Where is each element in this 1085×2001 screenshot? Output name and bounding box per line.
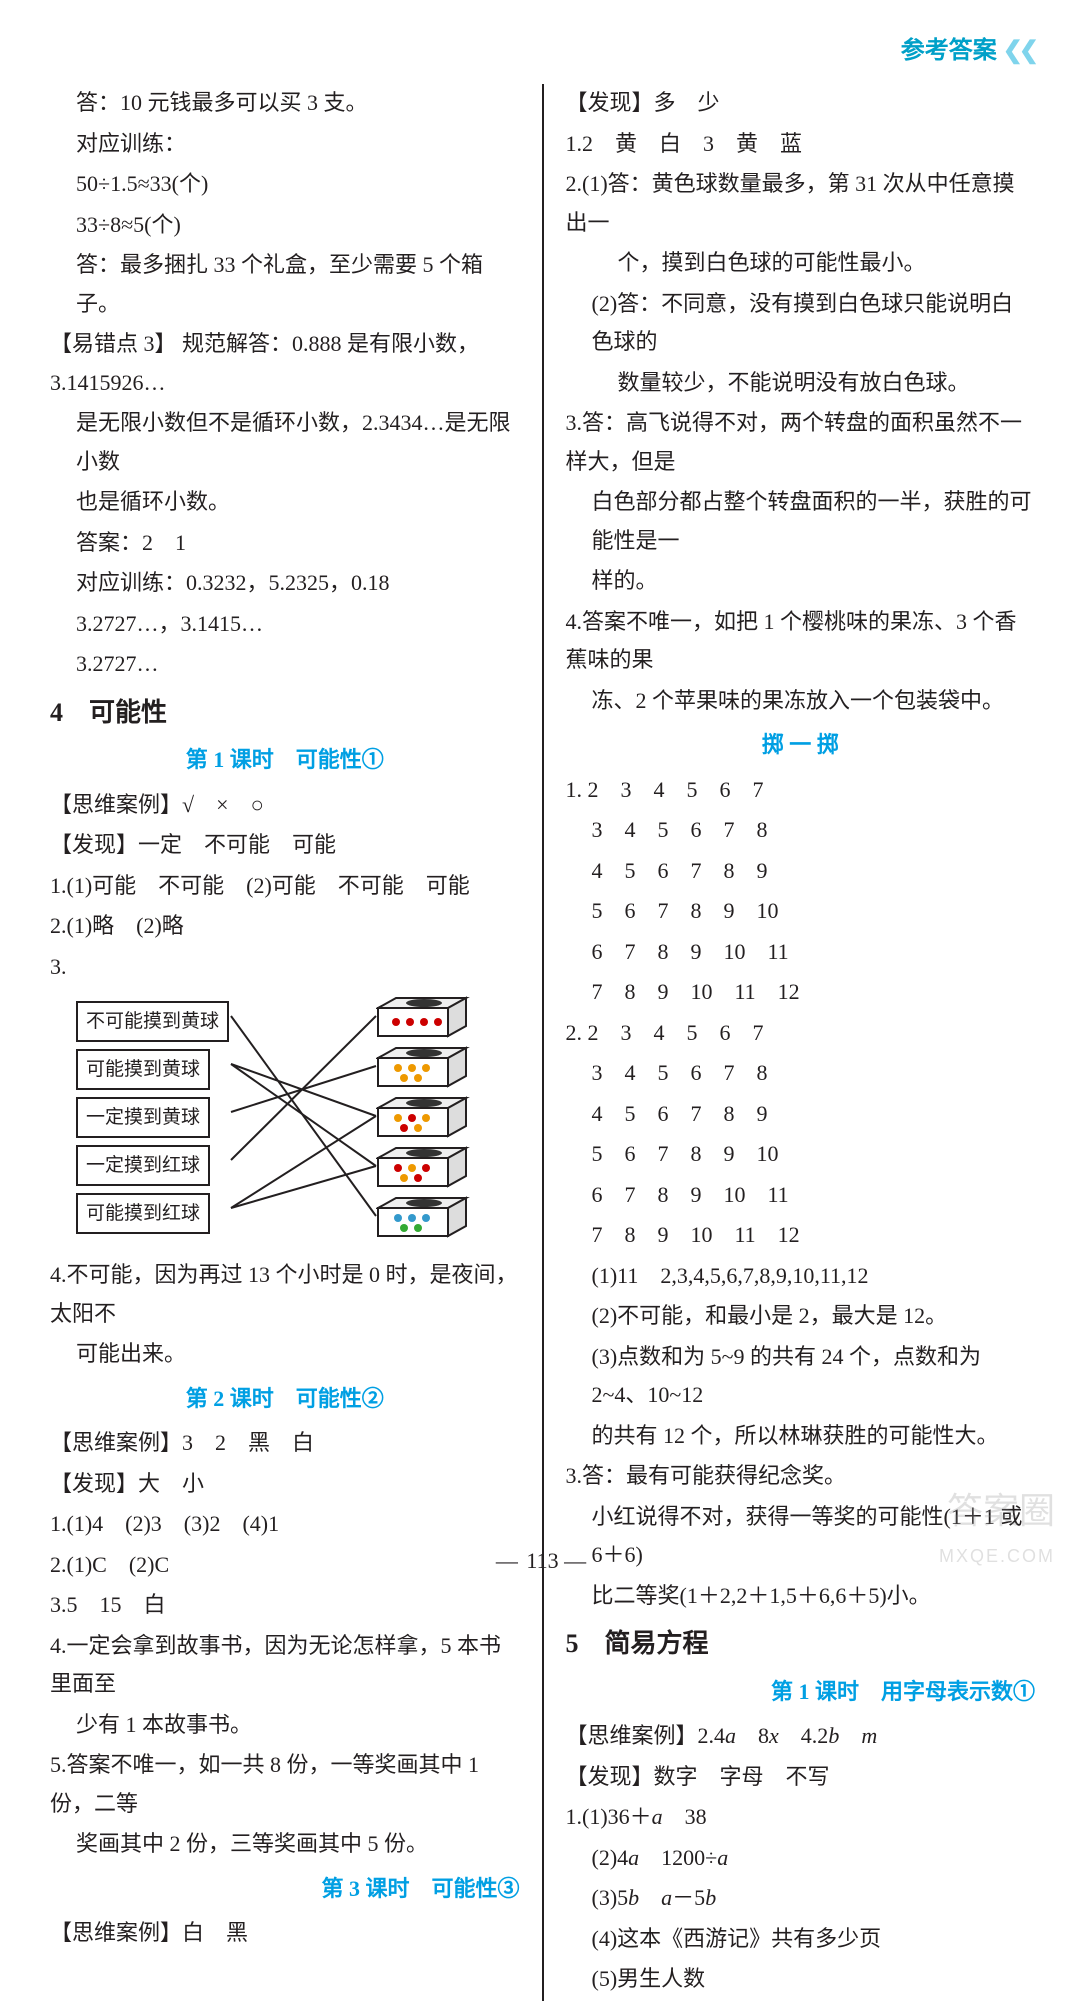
text-line: 答案：2 1 bbox=[50, 524, 520, 563]
text-line: (5)男生人数 bbox=[566, 1960, 1036, 1999]
lesson-title: 第 2 课时 可能性② bbox=[50, 1380, 520, 1419]
page-number: — 113 — bbox=[0, 1542, 1085, 1581]
diagram-label: 可能摸到红球 bbox=[76, 1193, 210, 1234]
table-row: 2. 2 3 4 5 6 7 bbox=[566, 1014, 1036, 1053]
diagram-label: 可能摸到黄球 bbox=[76, 1049, 210, 1090]
text-line: 也是循环小数。 bbox=[50, 483, 520, 522]
text-line: 【思维案例】白 黑 bbox=[50, 1914, 520, 1953]
text-line: 1.(1)4 (2)3 (3)2 (4)1 bbox=[50, 1505, 520, 1544]
text-line: 3.答：高飞说得不对，两个转盘的面积虽然不一样大，但是 bbox=[566, 404, 1036, 481]
text-line: 3. bbox=[50, 948, 520, 987]
text-line: 4.不可能，因为再过 13 个小时是 0 时，是夜间，太阳不 bbox=[50, 1256, 520, 1333]
text-line: (2)4a 1200÷a bbox=[566, 1839, 1036, 1878]
table-row: 5 6 7 8 9 10 bbox=[566, 892, 1036, 931]
text-line: 答：最多捆扎 33 个礼盒，至少需要 5 个箱子。 bbox=[50, 246, 520, 323]
table-row: 1. 2 3 4 5 6 7 bbox=[566, 771, 1036, 810]
table-row: 5 6 7 8 9 10 bbox=[566, 1135, 1036, 1174]
table-row: 4 5 6 7 8 9 bbox=[566, 1095, 1036, 1134]
text-line: 是无限小数但不是循环小数，2.3434…是无限小数 bbox=[50, 404, 520, 481]
table-row: 7 8 9 10 11 12 bbox=[566, 1216, 1036, 1255]
text-line: 【发现】一定 不可能 可能 bbox=[50, 826, 520, 865]
text-line: 5.答案不唯一，如一共 8 份，一等奖画其中 1 份，二等 bbox=[50, 1746, 520, 1823]
text-line: 冻、2 个苹果味的果冻放入一个包装袋中。 bbox=[566, 682, 1036, 721]
box-icon bbox=[376, 1196, 471, 1238]
right-column: 【发现】多 少 1.2 黄 白 3 黄 蓝 2.(1)答：黄色球数量最多，第 3… bbox=[544, 84, 1036, 2001]
text-line: 的共有 12 个，所以林琳获胜的可能性大。 bbox=[566, 1417, 1036, 1456]
text-line: 少有 1 本故事书。 bbox=[50, 1706, 520, 1745]
text-line: 50÷1.5≈33(个) bbox=[50, 165, 520, 204]
error-point-label: 【易错点 3】 bbox=[50, 331, 177, 356]
text-line: 【思维案例】√ × ○ bbox=[50, 786, 520, 825]
diagram-label: 一定摸到黄球 bbox=[76, 1097, 210, 1138]
diagram-label: 一定摸到红球 bbox=[76, 1145, 210, 1186]
text-line: (2)不可能，和最小是 2，最大是 12。 bbox=[566, 1297, 1036, 1336]
text-line: 对应训练：0.3232，5.2325，0.18 bbox=[50, 564, 520, 603]
header-corner: 参考答案 ❮❮ bbox=[50, 30, 1035, 72]
text-line: 比二等奖(1＋2,2＋1,5＋6,6＋5)小。 bbox=[566, 1577, 1036, 1616]
text-line: 可能出来。 bbox=[50, 1335, 520, 1374]
text-line: 对应训练： bbox=[50, 125, 520, 164]
text-line: (3)点数和为 5~9 的共有 24 个，点数和为 2~4、10~12 bbox=[566, 1338, 1036, 1415]
text-line: 33÷8≈5(个) bbox=[50, 206, 520, 245]
box-icon bbox=[376, 996, 471, 1038]
text-line: 奖画其中 2 份，三等奖画其中 5 份。 bbox=[50, 1825, 520, 1864]
text-line: 3.5 15 白 bbox=[50, 1586, 520, 1625]
text-line: 4.一定会拿到故事书，因为无论怎样拿，5 本书里面至 bbox=[50, 1627, 520, 1704]
text-line: 【易错点 3】 规范解答：0.888 是有限小数，3.1415926… bbox=[50, 325, 520, 402]
text-line: (2)答：不同意，没有摸到白色球只能说明白色球的 bbox=[566, 285, 1036, 362]
box-icon bbox=[376, 1146, 471, 1188]
text-line: 1.2 黄 白 3 黄 蓝 bbox=[566, 125, 1036, 164]
box-icon bbox=[376, 1096, 471, 1138]
two-column-layout: 答：10 元钱最多可以买 3 支。 对应训练： 50÷1.5≈33(个) 33÷… bbox=[50, 84, 1035, 2001]
lesson-title: 第 1 课时 用字母表示数① bbox=[566, 1673, 1036, 1712]
text-line: 答：10 元钱最多可以买 3 支。 bbox=[50, 84, 520, 123]
header-arrow-icon: ❮❮ bbox=[1003, 38, 1035, 64]
text-line: 1.(1)可能 不可能 (2)可能 不可能 可能 bbox=[50, 867, 520, 906]
text-line: 4.答案不唯一，如把 1 个樱桃味的果冻、3 个香蕉味的果 bbox=[566, 603, 1036, 680]
text-line: 【发现】多 少 bbox=[566, 84, 1036, 123]
page-number-value: 113 bbox=[526, 1548, 558, 1573]
header-text: 参考答案 bbox=[901, 38, 997, 64]
text-line: (4)这本《西游记》共有多少页 bbox=[566, 1920, 1036, 1959]
text-line: 3.2727… bbox=[50, 645, 520, 684]
text-line: (1)11 2,3,4,5,6,7,8,9,10,11,12 bbox=[566, 1257, 1036, 1296]
text-line: 2.(1)略 (2)略 bbox=[50, 907, 520, 946]
table-row: 4 5 6 7 8 9 bbox=[566, 852, 1036, 891]
left-column: 答：10 元钱最多可以买 3 支。 对应训练： 50÷1.5≈33(个) 33÷… bbox=[50, 84, 542, 2001]
table-row: 3 4 5 6 7 8 bbox=[566, 1054, 1036, 1093]
text-line: 2.(1)答：黄色球数量最多，第 31 次从中任意摸出一 bbox=[566, 165, 1036, 242]
lesson-title: 第 3 课时 可能性③ bbox=[50, 1870, 520, 1909]
table-row: 7 8 9 10 11 12 bbox=[566, 973, 1036, 1012]
text-line: 样的。 bbox=[566, 562, 1036, 601]
text-line: 3.2727…，3.1415… bbox=[50, 605, 520, 644]
watermark: 答案圈MXQE.COM bbox=[939, 1491, 1055, 1570]
table-row: 6 7 8 9 10 11 bbox=[566, 933, 1036, 972]
lesson-title: 第 1 课时 可能性① bbox=[50, 741, 520, 780]
text-line: 1.(1)36＋a 38 bbox=[566, 1798, 1036, 1837]
text-line: 数量较少，不能说明没有放白色球。 bbox=[566, 364, 1036, 403]
unit-title: 5 简易方程 bbox=[566, 1621, 1036, 1667]
text-line: 【发现】数字 字母 不写 bbox=[566, 1758, 1036, 1797]
matching-diagram: 不可能摸到黄球 可能摸到黄球 一定摸到黄球 一定摸到红球 可能摸到红球 bbox=[76, 996, 496, 1246]
table-row: 6 7 8 9 10 11 bbox=[566, 1176, 1036, 1215]
text-line: 【思维案例】2.4a 8x 4.2b m bbox=[566, 1717, 1036, 1756]
text-line: 【思维案例】3 2 黑 白 bbox=[50, 1424, 520, 1463]
diagram-label: 不可能摸到黄球 bbox=[76, 1001, 229, 1042]
table-row: 3 4 5 6 7 8 bbox=[566, 811, 1036, 850]
box-icon bbox=[376, 1046, 471, 1088]
unit-title: 4 可能性 bbox=[50, 690, 520, 736]
text-line: 个，摸到白色球的可能性最小。 bbox=[566, 244, 1036, 283]
text-line: 白色部分都占整个转盘面积的一半，获胜的可能性是一 bbox=[566, 483, 1036, 560]
text-line: (3)5b a－5b bbox=[566, 1879, 1036, 1918]
section-title: 掷 一 掷 bbox=[566, 726, 1036, 765]
text-line: 【发现】大 小 bbox=[50, 1465, 520, 1504]
